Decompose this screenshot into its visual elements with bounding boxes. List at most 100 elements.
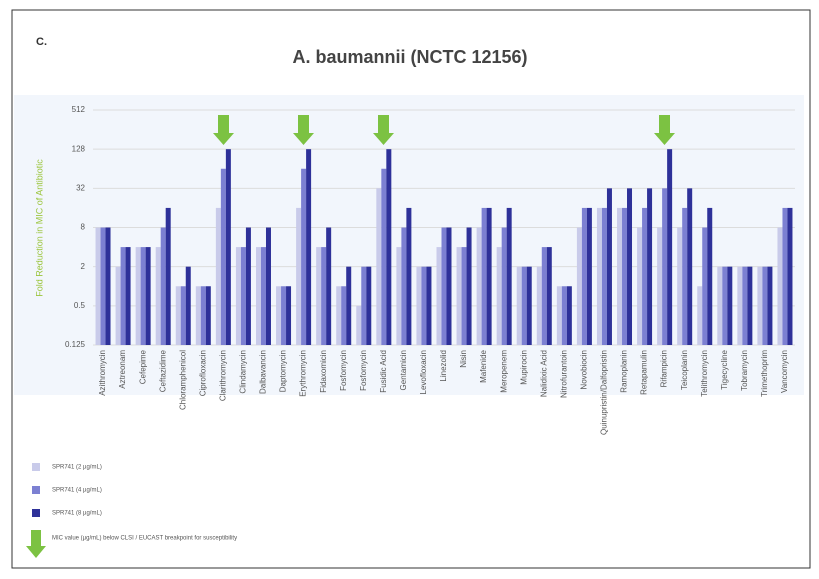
x-tick-label: Ramoplanin: [620, 350, 629, 393]
bar: [281, 286, 287, 345]
bar: [516, 266, 522, 345]
bar: [682, 207, 688, 345]
bar: [782, 207, 788, 345]
bar: [296, 207, 302, 345]
bar: [617, 207, 623, 345]
x-tick-label: Nitrofurantoin: [559, 350, 568, 398]
x-tick-label: Linezolid: [439, 350, 448, 382]
bar: [441, 227, 447, 345]
bar: [727, 266, 733, 345]
bar: [356, 305, 362, 345]
bar: [240, 247, 246, 345]
bar: [722, 266, 728, 345]
bar: [586, 207, 592, 345]
x-tick-label: Ceftazidime: [158, 349, 167, 392]
bar: [245, 227, 251, 345]
arrows: [26, 115, 675, 558]
x-tick-label: Meropenem: [499, 350, 508, 393]
bar: [687, 188, 693, 345]
bar: [160, 227, 166, 345]
x-tick-label: Nisin: [459, 350, 468, 368]
y-tick-label: 2: [81, 262, 86, 271]
bar: [426, 266, 432, 345]
y-tick-label: 0.5: [74, 301, 86, 310]
bar: [140, 247, 146, 345]
bar: [657, 227, 663, 345]
bar: [255, 247, 261, 345]
bar: [436, 247, 442, 345]
bar: [697, 286, 703, 345]
bar: [702, 227, 708, 345]
bar: [476, 227, 482, 345]
bar: [627, 188, 633, 345]
x-tick-label: Teicoplanin: [680, 350, 689, 390]
x-tick-label: Rifampicin: [660, 350, 669, 387]
x-tick-label: Chloramphenicol: [178, 350, 187, 410]
x-tick-label: Levofloxacin: [419, 350, 428, 394]
x-tick-label: Novobiocin: [580, 350, 589, 390]
bar: [606, 188, 612, 345]
x-tick-label: Aztreonam: [118, 350, 127, 389]
bar: [100, 227, 106, 345]
bar: [361, 266, 367, 345]
legend-label: SPR741 (2 µg/mL): [52, 465, 102, 471]
bar: [346, 266, 352, 345]
bar: [667, 149, 673, 345]
bar: [135, 247, 141, 345]
bar: [707, 207, 713, 345]
bar: [762, 266, 768, 345]
x-tick-label: Fidaxomicin: [319, 350, 328, 393]
legend-label: SPR741 (8 µg/mL): [52, 511, 102, 517]
bar: [596, 207, 602, 345]
x-tick-label: Tigecycline: [720, 349, 729, 389]
bar: [777, 227, 783, 345]
legend-swatch: [32, 509, 40, 517]
bar: [105, 227, 111, 345]
x-tick-label: Gentamicin: [399, 350, 408, 390]
bar: [757, 266, 763, 345]
x-tick-label: Erythromycin: [299, 350, 308, 397]
bar: [120, 247, 126, 345]
bar: [220, 168, 226, 345]
legend-swatch: [32, 486, 40, 494]
bar: [421, 266, 427, 345]
x-tick-label: Fusidic Acid: [379, 350, 388, 393]
y-tick-label: 128: [72, 144, 86, 153]
bar: [326, 227, 332, 345]
bar: [601, 207, 607, 345]
bar: [200, 286, 206, 345]
legend-swatch: [32, 463, 40, 471]
x-tick-label: Ciprofloxacin: [198, 350, 207, 396]
bar: [747, 266, 753, 345]
bar: [165, 207, 171, 345]
bar: [125, 247, 131, 345]
legend-note: MIC value (µg/mL) below CLSI / EUCAST br…: [52, 536, 237, 542]
x-tick-label: Telithromycin: [700, 350, 709, 397]
bar: [301, 168, 307, 345]
bar: [737, 266, 743, 345]
bar: [286, 286, 292, 345]
bar: [561, 286, 567, 345]
bar: [481, 207, 487, 345]
bar: [717, 266, 723, 345]
breakpoint-arrow: [373, 115, 394, 145]
bar: [446, 227, 452, 345]
bar: [225, 149, 231, 345]
bar: [642, 207, 648, 345]
bar: [180, 286, 186, 345]
x-tick-label: Mafenide: [479, 349, 488, 382]
bar: [316, 247, 322, 345]
bar: [276, 286, 282, 345]
y-tick-label: 32: [76, 183, 85, 192]
bar: [401, 227, 407, 345]
bar: [306, 149, 312, 345]
bar: [556, 286, 562, 345]
bar: [386, 149, 392, 345]
bar: [677, 227, 683, 345]
breakpoint-arrow: [213, 115, 234, 145]
legend-arrow: [26, 530, 46, 558]
x-tick-label: Quinupristin/Dalfopristin: [600, 350, 609, 435]
chart-title: A. baumannii (NCTC 12156): [292, 47, 527, 67]
x-tick-label: Mupirocin: [519, 350, 528, 385]
